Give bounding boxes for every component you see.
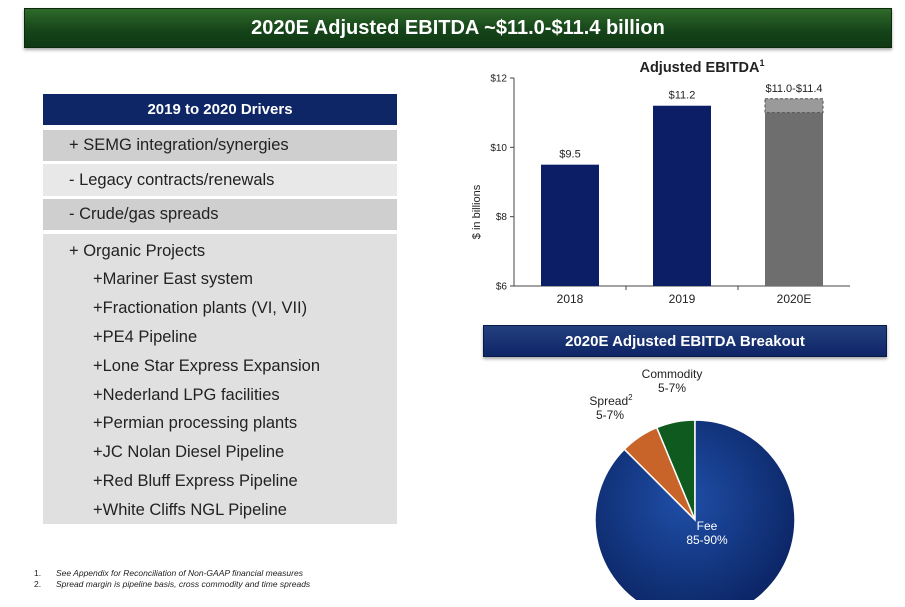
- project-pe4: +PE4 Pipeline: [93, 328, 198, 346]
- x-tick-label-2020E: 2020E: [777, 292, 812, 306]
- project-lone-star: +Lone Star Express Expansion: [93, 357, 321, 375]
- y-tick-label: $12: [490, 74, 507, 85]
- pie-label-spread-sup: 2: [628, 393, 633, 402]
- footnotes: 1. See Appendix for Reconciliation of Non…: [34, 568, 310, 590]
- bar-chart-title: Adjusted EBITDA1: [639, 58, 764, 76]
- pie-label-commodity: Commodity: [642, 367, 703, 381]
- pie-slice-fee: [594, 419, 796, 600]
- bar-2020E: [765, 98, 823, 286]
- x-tick-label-2018: 2018: [557, 292, 584, 306]
- x-tick-label-2019: 2019: [669, 292, 696, 306]
- breakout-header: 2020E Adjusted EBITDA Breakout: [483, 325, 887, 357]
- bar-2019: [653, 105, 711, 286]
- footnote-1-text: See Appendix for Reconciliation of Non-G…: [56, 568, 303, 578]
- project-red-bluff: +Red Bluff Express Pipeline: [93, 472, 298, 490]
- pie-value-commodity: 5-7%: [658, 381, 686, 395]
- bar-chart-title-sup: 1: [760, 58, 765, 68]
- bar-2020E-range: [764, 98, 824, 114]
- pie-value-spread: 5-7%: [596, 408, 624, 422]
- project-fractionation: +Fractionation plants (VI, VII): [93, 299, 308, 317]
- y-tick-label: $6: [496, 282, 508, 293]
- pie-label-spread-text: Spread: [589, 394, 628, 408]
- data-label-2018: $9.5: [559, 149, 580, 161]
- project-jc-nolan: +JC Nolan Diesel Pipeline: [93, 443, 285, 461]
- project-white-cliffs: +White Cliffs NGL Pipeline: [93, 501, 287, 519]
- page-title: 2020E Adjusted EBITDA ~$11.0-$11.4 billi…: [24, 8, 892, 48]
- driver-legacy-contracts: - Legacy contracts/renewals: [43, 164, 397, 196]
- footnote-1: 1. See Appendix for Reconciliation of Non…: [34, 568, 310, 578]
- project-nederland: +Nederland LPG facilities: [93, 386, 280, 404]
- pie-label-fee: Fee: [697, 519, 718, 533]
- bar-chart-title-text: Adjusted EBITDA: [639, 60, 760, 76]
- bar-2018: [541, 164, 599, 286]
- project-mariner-east: +Mariner East system: [93, 270, 254, 288]
- pie-label-spread: Spread2: [589, 393, 633, 408]
- driver-spreads: - Crude/gas spreads: [43, 199, 397, 230]
- driver-organic-projects: + Organic Projects: [69, 242, 206, 260]
- data-label-2019: $11.2: [669, 90, 696, 102]
- project-permian: +Permian processing plants: [93, 414, 298, 432]
- footnote-2-text: Spread margin is pipeline basis, cross c…: [56, 579, 311, 589]
- y-tick-label: $10: [490, 143, 507, 154]
- driver-semg: + SEMG integration/synergies: [43, 130, 397, 161]
- footnote-2: 2. Spread margin is pipeline basis, cross…: [34, 579, 310, 589]
- y-tick-label: $8: [496, 212, 508, 223]
- data-label-2020E: $11.0-$11.4: [765, 83, 822, 95]
- organic-projects-box: + Organic Projects +Mariner East system …: [43, 234, 397, 524]
- ebitda-bar-chart: Adjusted EBITDA1 $ in billions $6 $8 $10 $1…: [471, 58, 850, 306]
- pie-value-fee: 85-90%: [686, 533, 728, 547]
- footnote-2-num: 2.: [34, 579, 42, 589]
- drivers-header: 2019 to 2020 Drivers: [43, 94, 397, 125]
- y-axis-label: $ in billions: [471, 184, 483, 239]
- footnote-1-num: 1.: [34, 568, 42, 578]
- ebitda-breakout-pie: Fee 85-90% Spread2 5-7% Commodity 5-7%: [589, 367, 796, 600]
